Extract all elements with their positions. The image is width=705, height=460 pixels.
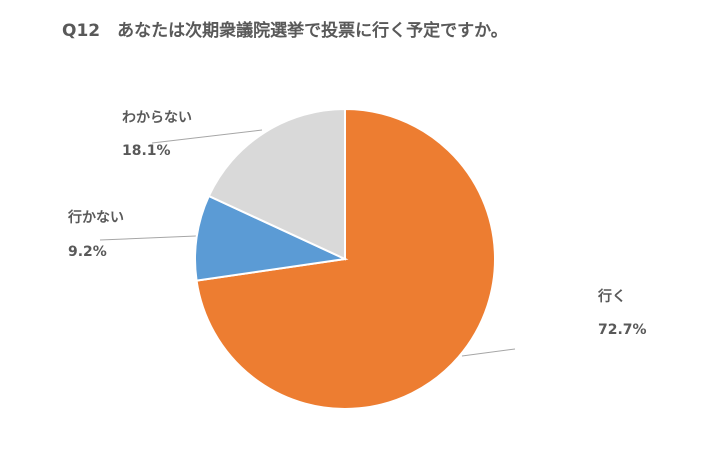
value-label: 72.7% bbox=[598, 322, 647, 338]
leader-line bbox=[99, 235, 197, 241]
pie-slice bbox=[194, 194, 349, 282]
leader-line bbox=[461, 348, 516, 357]
category-label: 行かない bbox=[67, 209, 124, 226]
value-label: 9.2% bbox=[68, 244, 107, 260]
leader-line bbox=[151, 129, 263, 144]
category-label: 行く bbox=[597, 288, 626, 305]
category-label: わからない bbox=[122, 110, 192, 126]
pie-slice bbox=[207, 107, 346, 261]
chart-title: Q12 あなたは次期衆議院選挙で投票に行く予定ですか。 bbox=[62, 20, 508, 41]
value-label: 18.1% bbox=[122, 143, 171, 159]
